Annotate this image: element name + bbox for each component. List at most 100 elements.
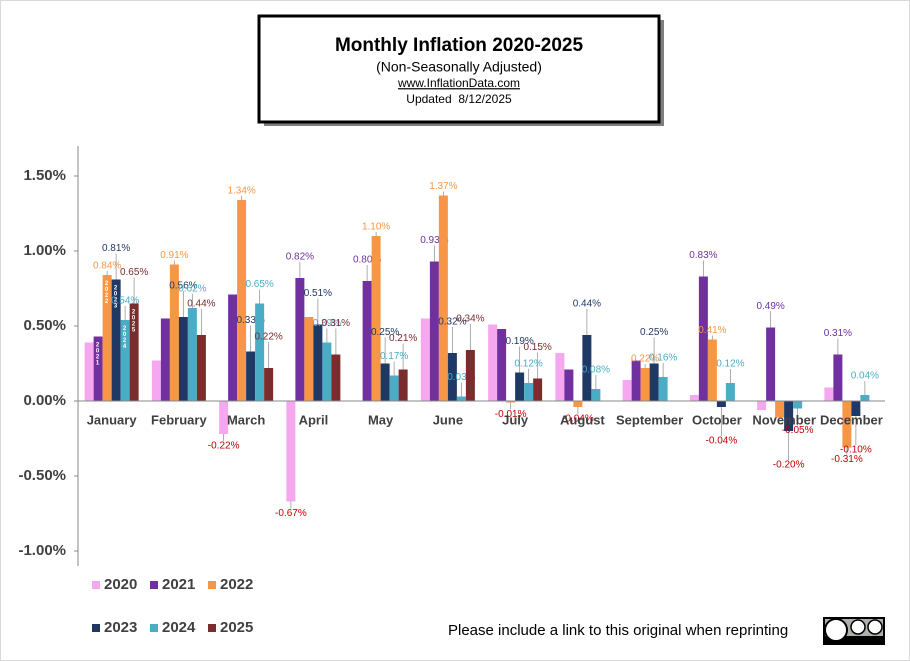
data-label: 0.44% bbox=[187, 299, 215, 310]
data-label: 0.65% bbox=[245, 279, 273, 290]
bar bbox=[716, 401, 726, 407]
data-label: 0.51% bbox=[304, 288, 332, 299]
bar bbox=[331, 354, 341, 401]
x-tick-label: May bbox=[368, 412, 394, 427]
x-tick-label: December bbox=[820, 412, 883, 427]
bar bbox=[456, 396, 466, 401]
legend-label: 2023 bbox=[104, 619, 137, 636]
legend-label: 2022 bbox=[220, 576, 253, 593]
bar bbox=[187, 308, 197, 401]
y-tick-label: 0.00% bbox=[23, 392, 66, 409]
legend-swatch bbox=[92, 624, 100, 632]
bar bbox=[591, 389, 601, 401]
bar bbox=[447, 353, 457, 401]
bar bbox=[698, 276, 708, 401]
data-label: -0.67% bbox=[275, 508, 307, 519]
data-label: -0.04% bbox=[706, 436, 738, 447]
bar bbox=[398, 369, 408, 401]
bar bbox=[371, 236, 381, 401]
data-label: 0.65% bbox=[120, 267, 148, 278]
bar bbox=[622, 380, 632, 401]
x-tick-label: September bbox=[616, 412, 683, 427]
data-label: 0.54% bbox=[111, 296, 139, 307]
x-tick-label: October bbox=[692, 412, 742, 427]
data-label: 0.22% bbox=[254, 332, 282, 343]
bar bbox=[793, 401, 803, 409]
bar bbox=[380, 363, 390, 401]
x-tick-label: March bbox=[227, 412, 265, 427]
x-tick-label: June bbox=[433, 412, 463, 427]
data-label: 0.25% bbox=[371, 327, 399, 338]
bar bbox=[833, 354, 843, 401]
data-label: 0.32% bbox=[438, 317, 466, 328]
bar bbox=[784, 401, 794, 431]
title-box bbox=[257, 14, 661, 124]
bar bbox=[555, 353, 565, 401]
bar bbox=[246, 351, 256, 401]
x-tick-label: August bbox=[560, 412, 605, 427]
bar bbox=[322, 342, 332, 401]
data-label: 0.03% bbox=[447, 372, 475, 383]
data-label: 0.56% bbox=[169, 281, 197, 292]
data-label: 0.12% bbox=[716, 359, 744, 370]
bar bbox=[725, 383, 735, 401]
y-tick-label: 1.50% bbox=[23, 167, 66, 184]
legend-swatch bbox=[208, 581, 216, 589]
bar bbox=[102, 275, 112, 401]
legend-label: 2020 bbox=[104, 576, 137, 593]
data-label: 0.93% bbox=[420, 235, 448, 246]
legend-label: 2021 bbox=[162, 576, 195, 593]
bar bbox=[313, 324, 323, 401]
source: www.InflationData.com bbox=[397, 76, 520, 90]
data-label: 0.49% bbox=[756, 301, 784, 312]
legend-swatch bbox=[92, 581, 100, 589]
x-tick-label: November bbox=[752, 412, 816, 427]
data-label: 0.25% bbox=[640, 327, 668, 338]
bar bbox=[160, 318, 170, 401]
y-tick-label: -0.50% bbox=[18, 467, 66, 484]
data-label: 0.84% bbox=[93, 261, 121, 272]
bar bbox=[169, 264, 179, 401]
data-label: 0.22% bbox=[631, 354, 659, 365]
bar bbox=[689, 395, 699, 401]
data-label: 0.16% bbox=[649, 353, 677, 364]
bar bbox=[178, 317, 188, 401]
bar bbox=[564, 369, 574, 401]
bar bbox=[120, 320, 130, 401]
legend-label: 2025 bbox=[220, 619, 253, 636]
bar bbox=[362, 281, 372, 401]
bar bbox=[429, 261, 439, 401]
x-tick-label: January bbox=[87, 412, 138, 427]
data-label: 0.12% bbox=[514, 359, 542, 370]
bar bbox=[93, 336, 103, 401]
data-label: 0.31% bbox=[824, 328, 852, 339]
data-label: -0.22% bbox=[208, 441, 240, 452]
bar bbox=[707, 339, 717, 401]
bar bbox=[851, 401, 861, 416]
data-label: -0.10% bbox=[840, 445, 872, 456]
data-label: -0.20% bbox=[773, 460, 805, 471]
bar bbox=[228, 294, 238, 401]
bar bbox=[196, 335, 206, 401]
bar bbox=[84, 342, 94, 401]
data-label: -0.31% bbox=[831, 454, 863, 465]
bar bbox=[775, 401, 785, 418]
data-label: 1.34% bbox=[227, 186, 255, 197]
legend-swatch bbox=[150, 624, 158, 632]
bar bbox=[151, 360, 161, 401]
data-label: 0.04% bbox=[851, 371, 879, 382]
data-label: 1.37% bbox=[429, 181, 457, 192]
bar bbox=[488, 324, 498, 401]
bar-series-name: 2021 bbox=[95, 343, 101, 367]
data-label: 0.81% bbox=[102, 243, 130, 254]
data-label: 0.91% bbox=[160, 250, 188, 261]
x-tick-label: April bbox=[299, 412, 329, 427]
bar bbox=[237, 200, 247, 401]
legend-swatch bbox=[208, 624, 216, 632]
bar bbox=[524, 383, 534, 401]
bar-series-name: 2024 bbox=[122, 326, 128, 350]
y-tick-label: 0.50% bbox=[23, 317, 66, 334]
bar bbox=[264, 368, 274, 401]
y-tick-label: 1.00% bbox=[23, 242, 66, 259]
